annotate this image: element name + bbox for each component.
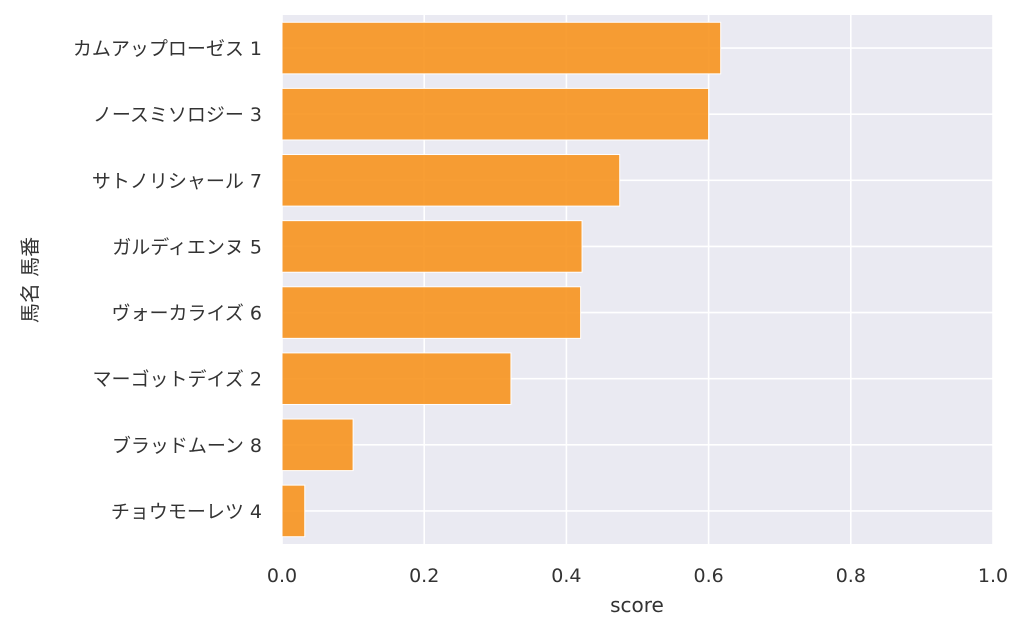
bar bbox=[281, 286, 582, 339]
bar bbox=[281, 220, 583, 273]
y-tick-label: ヴォーカライズ 6 bbox=[111, 303, 262, 325]
x-tick-label: 0.2 bbox=[409, 565, 439, 587]
y-tick-label: ガルディエンヌ 5 bbox=[112, 236, 262, 258]
bar bbox=[281, 418, 354, 472]
x-axis-title: score bbox=[610, 593, 664, 617]
bar bbox=[281, 21, 722, 75]
y-axis-title: 馬名 馬番 bbox=[18, 237, 42, 323]
y-tick-label: チョウモーレツ 4 bbox=[111, 501, 262, 523]
x-tick-label: 1.0 bbox=[978, 565, 1008, 587]
x-tick-label: 0.4 bbox=[551, 565, 581, 587]
x-tick-label: 0.0 bbox=[267, 565, 297, 587]
bars bbox=[281, 21, 722, 538]
y-tick-labels: カムアップローゼス 1 ノースミソロジー 3 サトノリシャール 7 ガルディエンヌ 5… bbox=[73, 38, 262, 523]
y-tick-label: マーゴットデイズ 2 bbox=[92, 369, 262, 391]
bar bbox=[281, 352, 512, 405]
y-tick-label: ブラッドムーン 8 bbox=[112, 434, 262, 457]
bar bbox=[281, 484, 306, 538]
y-tick-label: ノースミソロジー 3 bbox=[93, 104, 262, 126]
x-tick-labels: 0.0 0.2 0.4 0.6 0.8 1.0 bbox=[267, 565, 1008, 587]
y-tick-label: サトノリシャール 7 bbox=[92, 170, 262, 192]
bar bbox=[281, 154, 621, 207]
x-tick-label: 0.8 bbox=[836, 565, 866, 587]
bar bbox=[281, 87, 710, 141]
x-tick-label: 0.6 bbox=[693, 565, 723, 587]
y-tick-label: カムアップローゼス 1 bbox=[73, 38, 262, 60]
